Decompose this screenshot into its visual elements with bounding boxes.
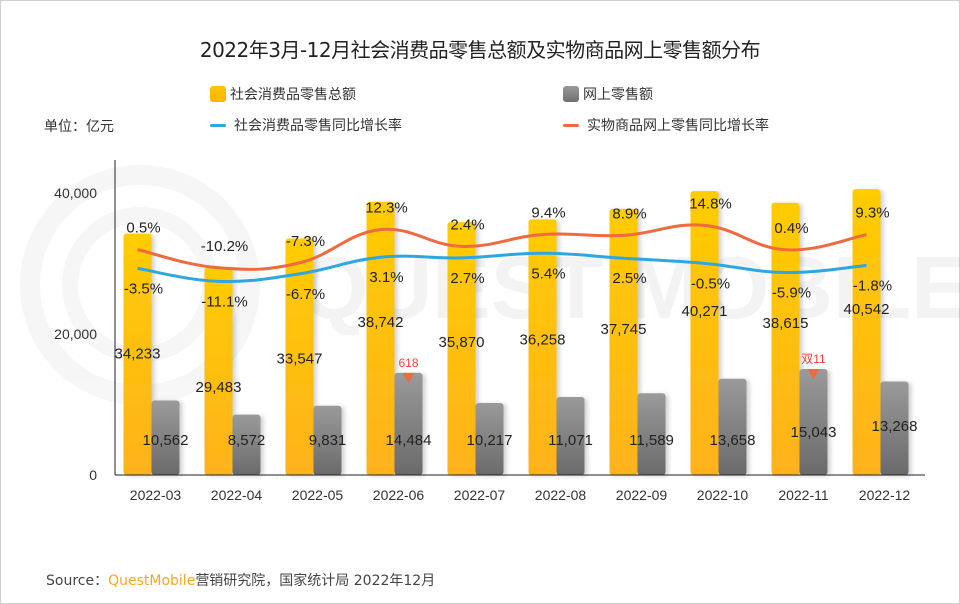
bar-online-retail	[718, 378, 747, 475]
legend-label: 社会消费品零售总额	[230, 87, 356, 103]
x-tick-label: 2022-10	[697, 487, 749, 503]
source-note: Source：QuestMobile营销研究院，国家统计局 2022年12月	[46, 570, 435, 590]
label-online-retail: 13,268	[872, 418, 918, 435]
annotation-marker	[402, 372, 415, 383]
y-tick-label: 20,000	[54, 326, 97, 342]
label-online-retail: 14,484	[386, 432, 432, 449]
label-online-retail: 10,217	[467, 432, 513, 449]
bar-online-retail	[394, 372, 423, 475]
label-online-growth: 2.4%	[450, 216, 484, 233]
bar-online-retail	[475, 402, 504, 475]
bar-retail-total	[285, 238, 314, 475]
legend-swatch-retail-total	[210, 86, 226, 102]
label-retail-total: 36,258	[520, 331, 566, 348]
bar-online-retail	[151, 400, 180, 475]
bar-retail-total	[609, 208, 638, 475]
legend-label: 社会消费品零售同比增长率	[234, 118, 402, 134]
label-online-growth: 0.5%	[126, 220, 160, 237]
label-online-growth: 9.4%	[531, 205, 565, 222]
x-tick-label: 2022-07	[454, 487, 506, 503]
y-tick-label: 0	[89, 467, 97, 483]
label-retail-growth: 5.4%	[531, 265, 565, 282]
label-online-growth: -7.3%	[286, 233, 325, 250]
label-retail-total: 33,547	[277, 350, 323, 367]
label-retail-total: 40,542	[844, 301, 890, 318]
label-online-retail: 8,572	[228, 432, 266, 449]
bar-online-retail	[232, 414, 261, 475]
bar-retail-total	[123, 233, 152, 475]
label-retail-growth: -5.9%	[772, 284, 811, 301]
bar-retail-total	[366, 201, 395, 475]
bar-online-retail	[313, 405, 342, 475]
bar-online-retail	[880, 381, 909, 475]
label-online-retail: 11,589	[629, 432, 674, 449]
label-online-growth: 12.3%	[365, 200, 408, 217]
bar-retail-total	[447, 222, 476, 475]
label-retail-growth: -1.8%	[853, 278, 892, 295]
chart-title: 2022年3月-12月社会消费品零售总额及实物商品网上零售额分布	[199, 38, 761, 62]
label-online-retail: 15,043	[791, 424, 837, 441]
label-retail-growth: -6.7%	[286, 286, 325, 303]
label-retail-total: 40,271	[682, 303, 728, 320]
annotation-label: 双11	[801, 352, 826, 366]
line-online-growth	[137, 223, 867, 271]
x-tick-label: 2022-05	[292, 487, 344, 503]
bar-retail-total	[852, 189, 881, 475]
label-retail-growth: -11.1%	[201, 293, 247, 310]
x-tick-label: 2022-08	[535, 487, 587, 503]
label-online-growth: 9.3%	[855, 205, 889, 222]
legend-item-online-retail: 网上零售额	[563, 84, 653, 104]
x-tick-label: 2022-12	[859, 487, 911, 503]
label-retail-total: 29,483	[196, 379, 242, 396]
x-tick-label: 2022-09	[616, 487, 668, 503]
annotation-marker	[807, 368, 820, 379]
label-retail-total: 38,615	[763, 315, 809, 332]
y-tick-label: 40,000	[54, 185, 97, 201]
legend-swatch-retail-growth	[210, 123, 226, 127]
x-tick-label: 2022-11	[778, 487, 829, 503]
bar-retail-total	[528, 219, 557, 475]
label-online-growth: -10.2%	[201, 238, 249, 255]
legend-label: 网上零售额	[583, 87, 653, 103]
legend-item-retail-growth: 社会消费品零售同比增长率	[210, 115, 402, 135]
legend-item-retail-total: 社会消费品零售总额	[210, 84, 356, 104]
label-retail-total: 35,870	[439, 334, 485, 351]
bar-retail-total	[204, 267, 233, 475]
x-tick-label: 2022-06	[373, 487, 425, 503]
source-brand: QuestMobile	[108, 573, 196, 589]
label-retail-growth: 3.1%	[369, 269, 403, 286]
annotation-label: 618	[398, 356, 418, 370]
legend-item-online-growth: 实物商品网上零售同比增长率	[563, 115, 769, 135]
bar-online-retail	[799, 368, 828, 475]
label-online-growth: 8.9%	[612, 205, 646, 222]
line-retail-growth	[137, 251, 867, 284]
x-tick-label: 2022-04	[211, 487, 263, 503]
label-retail-growth: -3.5%	[124, 280, 163, 297]
legend-label: 实物商品网上零售同比增长率	[587, 118, 769, 134]
label-retail-total: 34,233	[115, 346, 161, 363]
label-retail-growth: -0.5%	[691, 275, 730, 292]
source-rest: 营销研究院，国家统计局 2022年12月	[195, 573, 436, 589]
bar-online-retail	[556, 396, 585, 475]
label-retail-growth: 2.5%	[612, 270, 646, 287]
unit-label: 单位：亿元	[44, 119, 114, 135]
label-retail-total: 38,742	[358, 314, 404, 331]
label-retail-total: 37,745	[601, 321, 647, 338]
label-retail-growth: 2.7%	[450, 270, 484, 287]
label-online-growth: 14.8%	[689, 195, 732, 212]
label-online-retail: 9,831	[309, 432, 347, 449]
legend-swatch-online-growth	[563, 123, 579, 127]
label-online-retail: 13,658	[710, 432, 756, 449]
legend-swatch-online-retail	[563, 86, 579, 102]
label-online-growth: 0.4%	[774, 220, 808, 237]
x-tick-label: 2022-03	[130, 487, 182, 503]
bar-online-retail	[637, 393, 666, 475]
label-online-retail: 11,071	[548, 432, 593, 449]
label-online-retail: 10,562	[143, 432, 189, 449]
source-prefix: Source：	[46, 573, 109, 589]
